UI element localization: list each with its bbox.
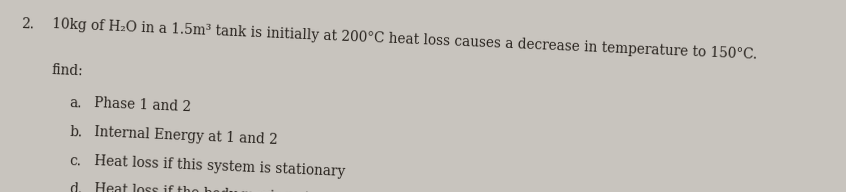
Text: c.: c. <box>69 154 82 168</box>
Text: 10kg of H₂O in a 1.5m³ tank is initially at 200°C heat loss causes a decrease in: 10kg of H₂O in a 1.5m³ tank is initially… <box>52 17 757 62</box>
Text: a.: a. <box>69 96 83 111</box>
Text: d.: d. <box>69 182 83 192</box>
Text: Heat loss if the body moving at velocity of 5m/s and assuming the mass of the em: Heat loss if the body moving at velocity… <box>94 182 716 192</box>
Text: b.: b. <box>69 125 83 139</box>
Text: find:: find: <box>52 63 84 79</box>
Text: Heat loss if this system is stationary: Heat loss if this system is stationary <box>94 154 346 179</box>
Text: 2.: 2. <box>20 17 34 32</box>
Text: Internal Energy at 1 and 2: Internal Energy at 1 and 2 <box>94 125 278 147</box>
Text: Phase 1 and 2: Phase 1 and 2 <box>94 96 192 114</box>
